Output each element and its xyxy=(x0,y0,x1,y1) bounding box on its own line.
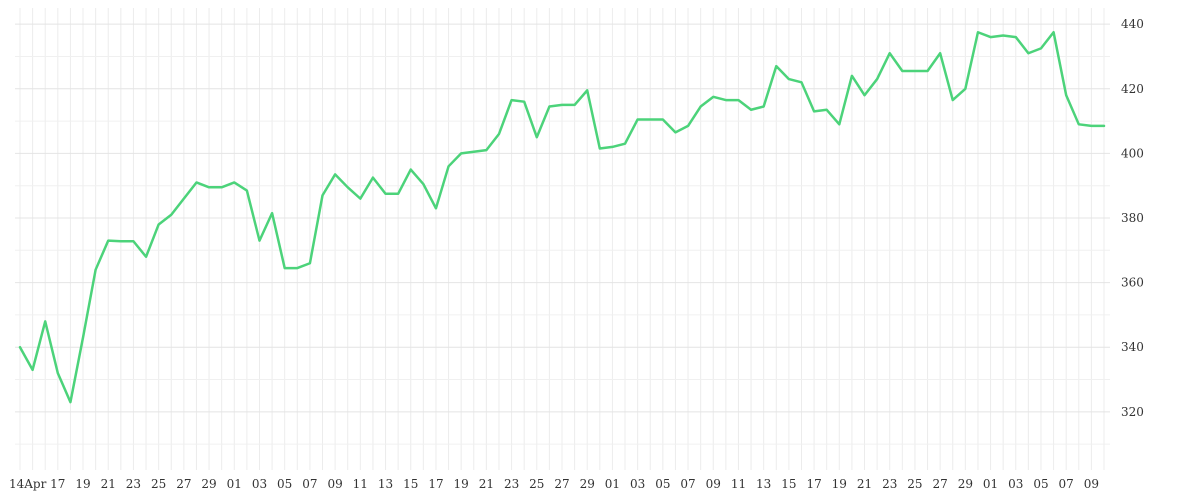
x-tick-label: 11 xyxy=(353,477,368,491)
x-tick-label: 11 xyxy=(731,477,746,491)
x-tick-label: 19 xyxy=(832,477,847,491)
x-tick-label: 01 xyxy=(605,477,620,491)
y-tick-label: 360 xyxy=(1121,276,1144,290)
x-tick-label: 19 xyxy=(75,477,90,491)
x-tick-label: 03 xyxy=(630,477,645,491)
x-tick-label: 23 xyxy=(882,477,897,491)
grid-lines xyxy=(15,8,1110,470)
series-line xyxy=(18,30,1106,404)
x-tick-label: 13 xyxy=(378,477,393,491)
x-tick-label: 25 xyxy=(907,477,922,491)
x-tick-label: 19 xyxy=(454,477,469,491)
x-tick-label: 23 xyxy=(504,477,519,491)
x-tick-label: 01 xyxy=(227,477,242,491)
x-tick-label: 21 xyxy=(857,477,872,491)
series-layer xyxy=(18,30,1106,404)
x-tick-label: 17 xyxy=(50,477,65,491)
x-tick-label: 27 xyxy=(176,477,191,491)
y-tick-label: 420 xyxy=(1121,82,1144,96)
x-tick-label: 29 xyxy=(958,477,973,491)
x-tick-label: 09 xyxy=(1084,477,1099,491)
x-axis-ticks: 14Apr 17 19 21 23 25 27 29 01 03 05 07 09 11 13 15 17 19 2… xyxy=(9,477,1099,491)
x-tick-label: 15 xyxy=(403,477,418,491)
x-tick-label: 07 xyxy=(1059,477,1074,491)
x-tick-label: 27 xyxy=(554,477,569,491)
x-tick-label: 21 xyxy=(101,477,116,491)
x-tick-label: 25 xyxy=(529,477,544,491)
y-tick-label: 340 xyxy=(1121,340,1144,354)
x-tick-label: 29 xyxy=(580,477,595,491)
x-tick-label: 01 xyxy=(983,477,998,491)
y-tick-label: 400 xyxy=(1121,146,1144,160)
x-tick-label: 05 xyxy=(1033,477,1048,491)
x-tick-label: 21 xyxy=(479,477,494,491)
x-tick-label: 25 xyxy=(151,477,166,491)
y-axis-ticks: 320 340 360 380 400 420 440 xyxy=(1121,17,1144,419)
x-tick-label: 29 xyxy=(201,477,216,491)
x-tick-label: 17 xyxy=(806,477,821,491)
x-tick-label: 07 xyxy=(680,477,695,491)
x-tick-label: 13 xyxy=(756,477,771,491)
x-tick-label: 07 xyxy=(302,477,317,491)
x-tick-label: 23 xyxy=(126,477,141,491)
x-tick-label: 09 xyxy=(706,477,721,491)
x-tick-label: 05 xyxy=(655,477,670,491)
x-tick-label: 27 xyxy=(932,477,947,491)
x-tick-label: 03 xyxy=(252,477,267,491)
x-tick-label: 03 xyxy=(1008,477,1023,491)
y-tick-label: 380 xyxy=(1121,211,1144,225)
x-tick-label: 14Apr xyxy=(9,477,47,491)
x-tick-label: 17 xyxy=(428,477,443,491)
x-tick-label: 09 xyxy=(327,477,342,491)
y-tick-label: 440 xyxy=(1121,17,1144,31)
x-tick-label: 05 xyxy=(277,477,292,491)
y-tick-label: 320 xyxy=(1121,405,1144,419)
x-tick-label: 15 xyxy=(781,477,796,491)
